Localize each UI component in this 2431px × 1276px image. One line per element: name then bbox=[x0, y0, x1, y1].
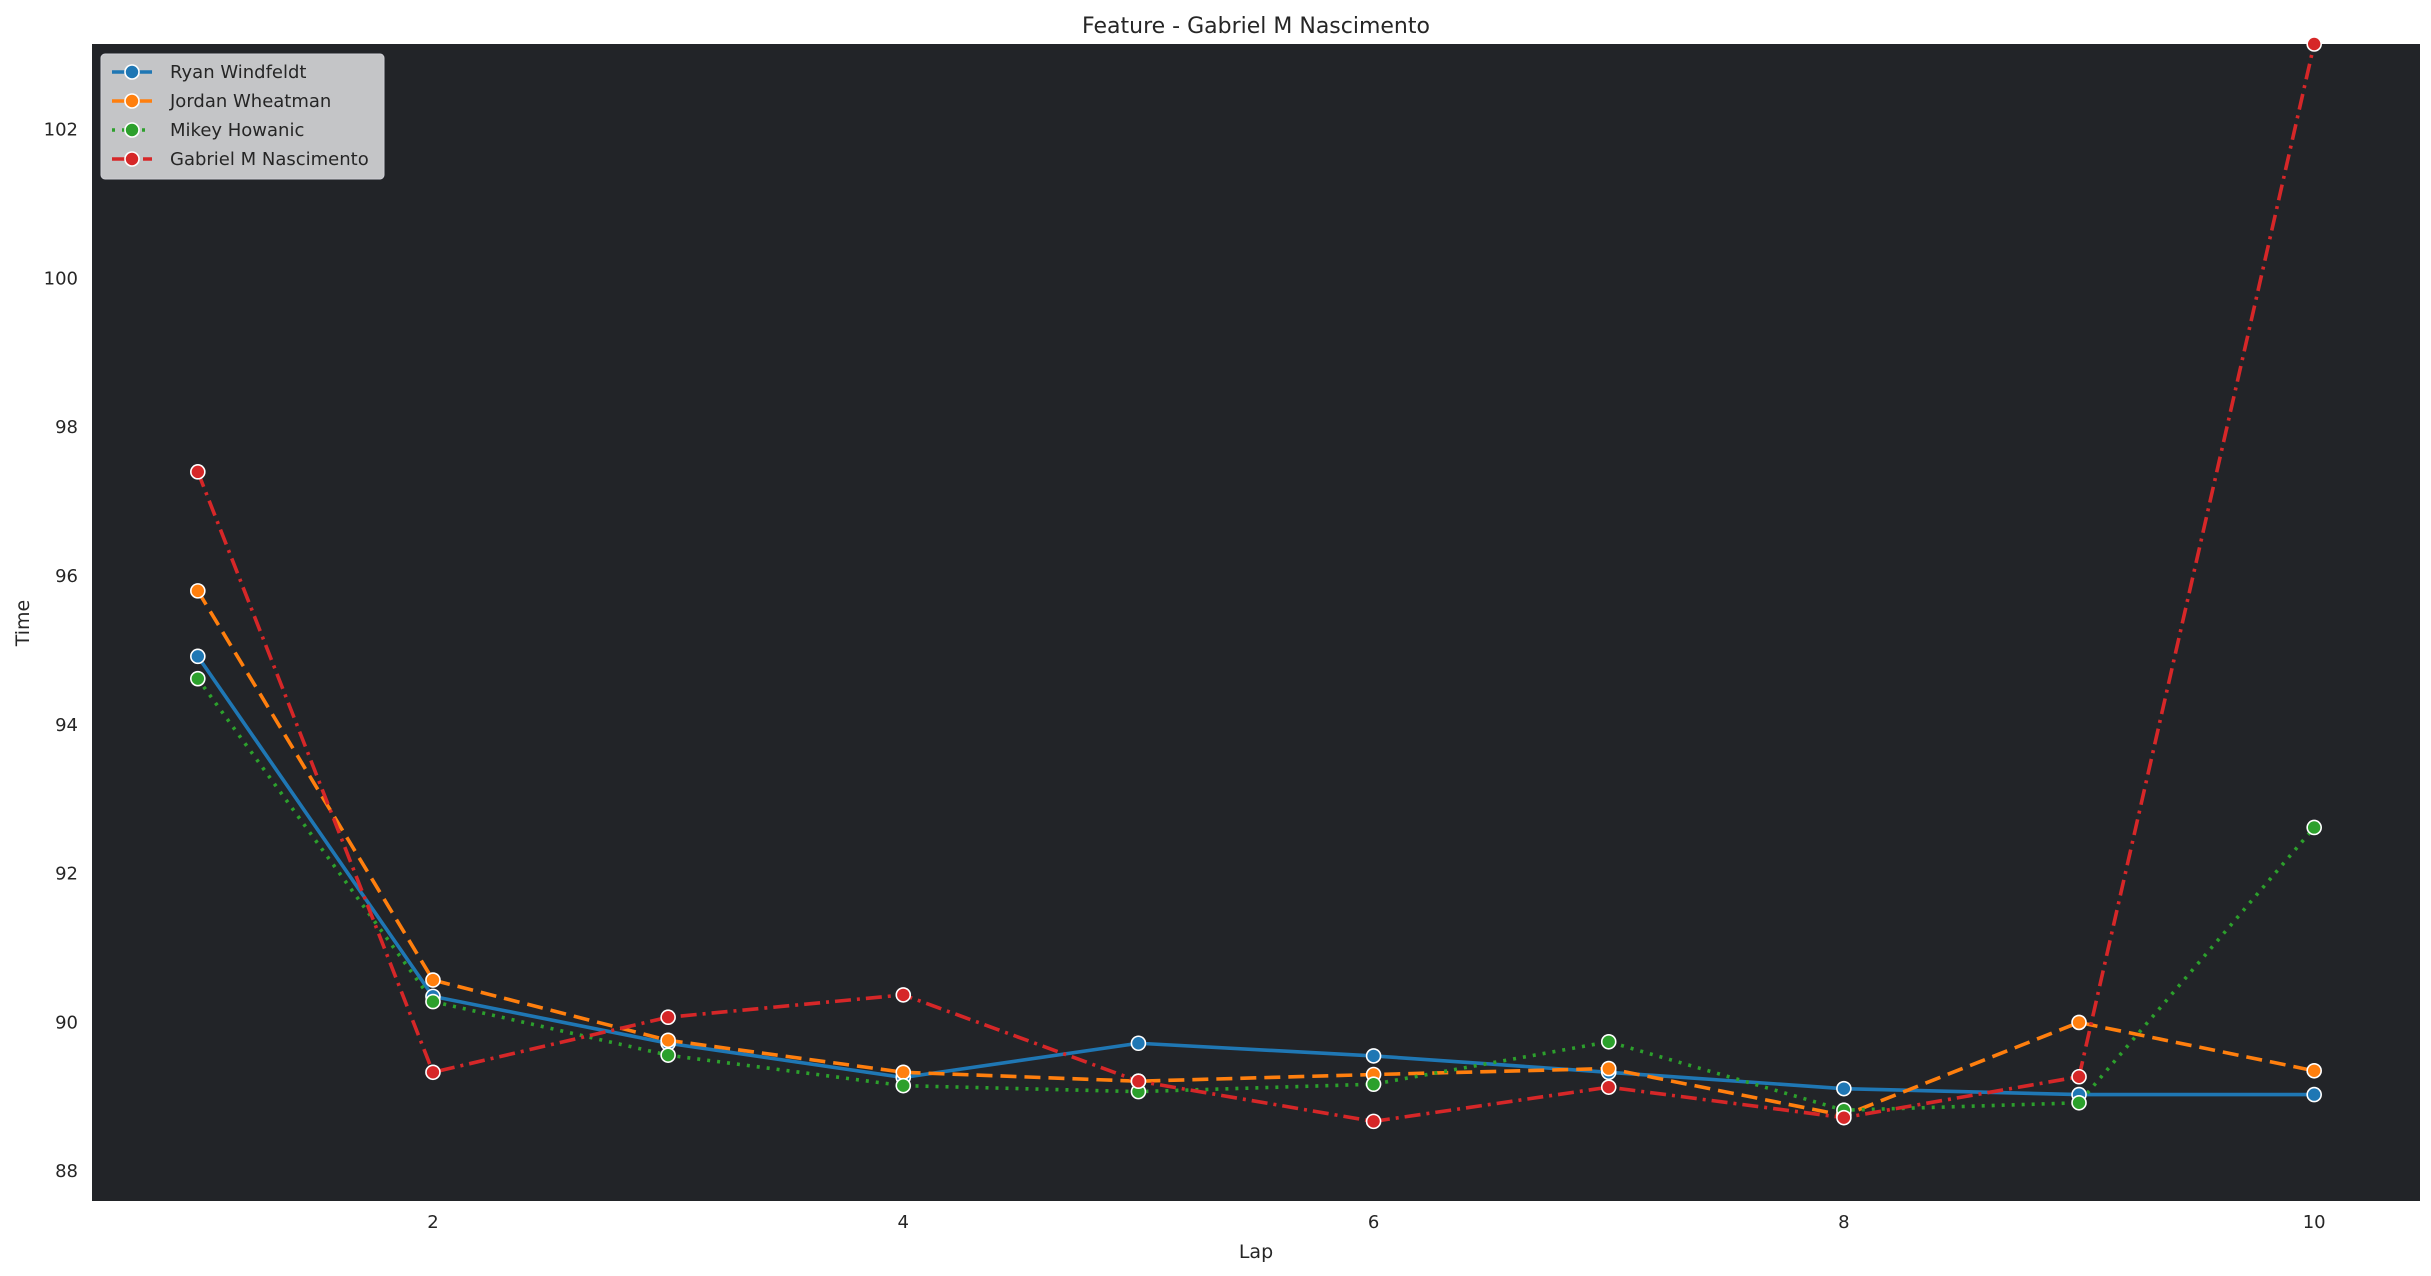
legend-marker bbox=[124, 151, 140, 167]
x-tick-label: 10 bbox=[2303, 1212, 2326, 1233]
data-point bbox=[425, 1064, 441, 1081]
series-line bbox=[196, 43, 2316, 1124]
legend-marker bbox=[124, 122, 140, 138]
chart-title: Feature - Gabriel M Nascimento bbox=[1082, 14, 1430, 39]
legend-label: Mikey Howanic bbox=[170, 120, 304, 141]
series-line bbox=[196, 655, 2315, 1097]
series-layer bbox=[196, 43, 2316, 1124]
x-tick-label: 6 bbox=[1368, 1212, 1379, 1233]
data-point bbox=[1365, 1048, 1382, 1064]
data-point bbox=[1130, 1035, 1147, 1052]
data-point bbox=[1600, 1060, 1617, 1077]
data-point bbox=[425, 972, 441, 988]
data-point bbox=[2071, 1094, 2087, 1111]
data-point bbox=[1365, 1076, 1382, 1092]
data-point bbox=[190, 464, 206, 480]
data-point bbox=[2071, 1068, 2087, 1085]
data-point bbox=[660, 1032, 676, 1049]
series-line bbox=[196, 677, 2316, 1113]
data-point bbox=[2306, 1086, 2322, 1103]
y-tick-label: 102 bbox=[44, 120, 78, 141]
y-tick-label: 98 bbox=[55, 417, 78, 438]
data-point bbox=[2306, 819, 2322, 836]
data-point bbox=[1600, 1033, 1617, 1050]
data-point bbox=[425, 993, 441, 1010]
data-point bbox=[895, 1077, 912, 1094]
x-tick-label: 8 bbox=[1838, 1212, 1849, 1233]
data-point bbox=[660, 1047, 676, 1063]
x-axis-label: Lap bbox=[1239, 1241, 1273, 1263]
data-point bbox=[895, 1064, 912, 1081]
y-tick-label: 92 bbox=[55, 864, 78, 885]
data-point bbox=[2071, 1014, 2087, 1031]
data-point bbox=[1836, 1109, 1852, 1126]
data-point bbox=[1836, 1080, 1852, 1097]
x-tick-label: 2 bbox=[427, 1212, 438, 1233]
data-point bbox=[895, 987, 912, 1003]
series-line bbox=[196, 589, 2315, 1118]
legend-marker bbox=[124, 64, 140, 80]
legend-marker bbox=[124, 93, 140, 109]
y-tick-label: 96 bbox=[55, 566, 78, 587]
data-point bbox=[190, 648, 206, 665]
data-point bbox=[190, 583, 206, 599]
y-tick-label: 94 bbox=[55, 715, 78, 736]
legend-box bbox=[100, 53, 385, 180]
y-tick-label: 90 bbox=[55, 1012, 78, 1033]
y-axis-ticks: 88 90 92 94 96 98 100 102 bbox=[44, 120, 78, 1183]
data-point bbox=[2306, 36, 2322, 52]
data-point bbox=[190, 670, 206, 687]
plot-background bbox=[92, 44, 2420, 1201]
legend-label: Jordan Wheatman bbox=[169, 91, 331, 112]
legend-label: Gabriel M Nascimento bbox=[170, 149, 369, 170]
x-tick-label: 4 bbox=[898, 1212, 909, 1233]
legend-label: Ryan Windfeldt bbox=[170, 62, 306, 83]
data-point bbox=[1365, 1113, 1382, 1130]
data-point bbox=[660, 1009, 676, 1026]
legend: Ryan Windfeldt Jordan Wheatman Mikey Howan… bbox=[100, 53, 385, 180]
data-point bbox=[2306, 1062, 2322, 1079]
data-point bbox=[1130, 1073, 1147, 1090]
y-tick-label: 88 bbox=[55, 1161, 78, 1182]
marker-layer bbox=[190, 36, 2322, 1130]
y-axis-label: Time bbox=[12, 600, 34, 648]
x-axis-ticks: 2 4 6 8 10 bbox=[427, 1212, 2325, 1233]
y-tick-label: 100 bbox=[44, 268, 78, 289]
data-point bbox=[1600, 1079, 1617, 1095]
